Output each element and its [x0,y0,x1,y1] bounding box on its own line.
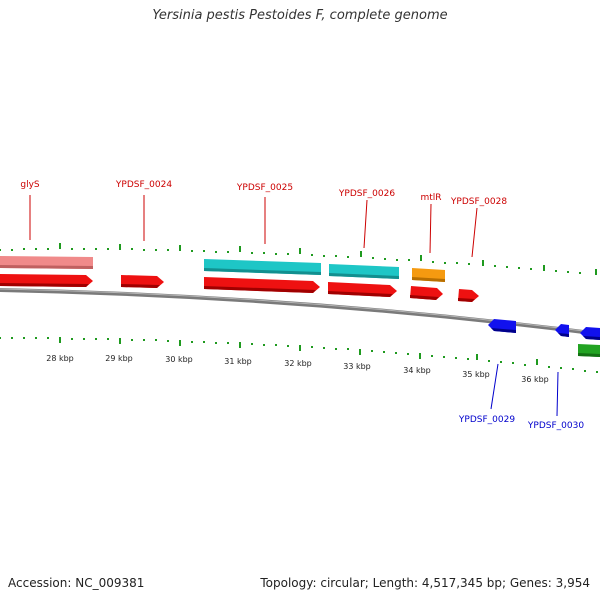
tick-label: 34 kbp [403,366,431,375]
tick-label: 35 kbp [462,370,490,379]
cds-arrow-reverse-shade [583,336,600,340]
trna-feature-shade [0,265,93,269]
gene-label-ypdsf-0029: YPDSF_0029 [458,415,515,425]
tick-label: 31 kbp [224,357,252,366]
orange-feature-shade [412,277,445,282]
map-title: Yersinia pestis Pestoides F, complete ge… [152,8,448,23]
gene-label-ypdsf-0024: YPDSF_0024 [115,180,172,190]
reverse-gene-labels: YPDSF_0029 YPDSF_0030 [458,363,584,431]
tick-label: 30 kbp [165,355,193,364]
outer-tick-ring [0,243,597,275]
label-leader-line [429,203,432,254]
forward-cds-track [0,274,479,302]
gene-label-ypdsf-0028: YPDSF_0028 [450,197,507,207]
gene-label-ypdsf-0026: YPDSF_0026 [338,189,395,199]
tick-label: 33 kbp [343,362,371,371]
tick-label: 36 kbp [521,375,549,384]
inner-tick-ring [0,337,598,373]
reverse-cds-track [488,319,600,357]
label-leader-line [556,371,559,417]
cds-arrow-shade [0,283,89,287]
label-leader-line [471,207,478,258]
gene-label-mtlr: mtlR [420,193,441,203]
tick-label: 29 kbp [105,354,133,363]
cds-arrow-shade [458,298,475,302]
cds-arrow-shade [410,295,439,300]
cds-arrow-reverse-shade [491,328,516,333]
cyan-feature-shade [204,268,321,275]
gene-label-ypdsf-0025: YPDSF_0025 [236,183,293,193]
cds-arrow-shade [121,284,160,288]
forward-gene-labels: glyS YPDSF_0024 YPDSF_0025 YPDSF_0026 mt… [20,180,507,258]
green-feature-shade [578,353,600,357]
tick-label: 32 kbp [284,359,312,368]
tick-labels: 28 kbp 29 kbp 30 kbp 31 kbp 32 kbp 33 kb… [46,354,549,384]
gene-label-ypdsf-0030: YPDSF_0030 [527,421,584,431]
cds-arrow-shade [204,286,316,293]
cds-arrow-reverse-shade [558,333,569,337]
label-leader-line [490,363,499,410]
cyan-feature-shade [329,273,399,279]
genome-summary-text: Topology: circular; Length: 4,517,345 bp… [260,576,590,590]
gene-label-glys: glyS [20,180,40,190]
label-leader-line [363,199,368,249]
forward-misc-features [0,256,445,282]
accession-text: Accession: NC_009381 [8,576,145,590]
cds-arrow-shade [328,291,393,297]
tick-label: 28 kbp [46,354,74,363]
